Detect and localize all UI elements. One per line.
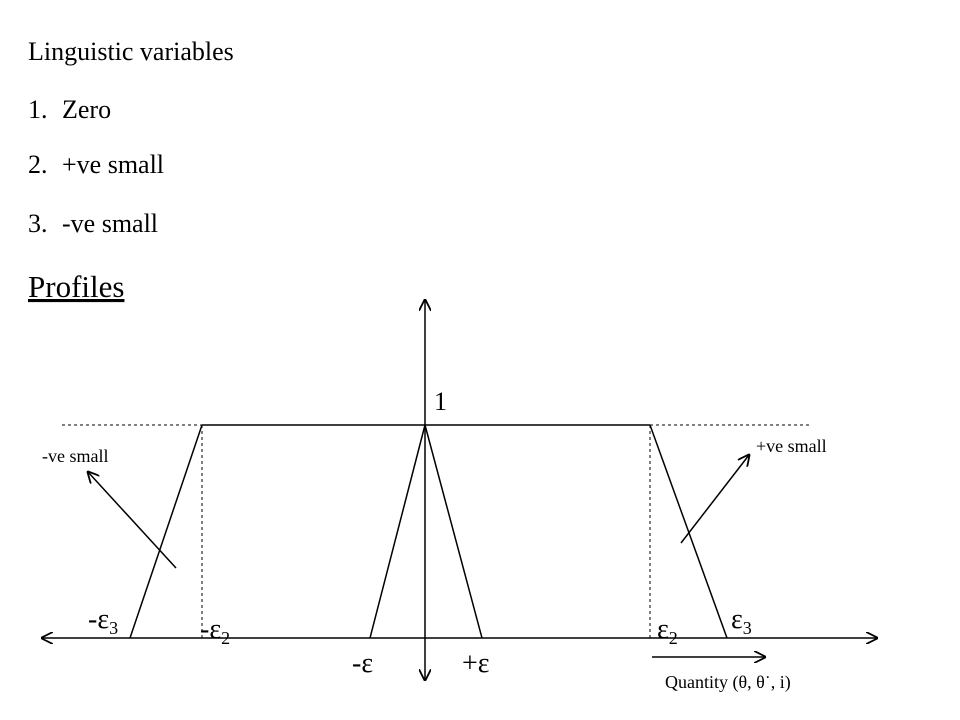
heading: Linguistic variables — [28, 37, 234, 66]
list-item: +ve small — [62, 150, 164, 179]
symbol: -ε — [88, 604, 109, 635]
profile-label: -ve small — [42, 446, 108, 466]
symbol: -ε — [200, 614, 221, 645]
right-slope — [649, 424, 728, 639]
left-slope — [129, 424, 203, 639]
list-item: Zero — [62, 95, 111, 124]
point-label: +ε — [462, 648, 490, 679]
symbol: ε — [657, 614, 669, 645]
list-number: 2. — [28, 150, 48, 179]
subscript: 2 — [669, 628, 678, 648]
point-label: -ε — [352, 648, 373, 679]
point-label: ε3 — [731, 604, 752, 638]
zero-profile — [369, 422, 483, 639]
point-label: -ε3 — [88, 604, 118, 638]
point-label: -ε2 — [200, 614, 230, 648]
point-label: ε2 — [657, 614, 678, 648]
list-number: 3. — [28, 209, 48, 238]
profile-label: +ve small — [756, 436, 827, 456]
list-number: 1. — [28, 95, 48, 124]
pointer-arrow — [680, 455, 749, 544]
symbol: ε — [731, 604, 743, 635]
subscript: 2 — [221, 628, 230, 648]
pointer-arrow — [88, 472, 177, 569]
subscript: 3 — [109, 618, 118, 638]
peak-label: 1 — [434, 387, 447, 416]
section-title: Profiles — [28, 269, 124, 304]
subscript: 3 — [743, 618, 752, 638]
axis-label: Quantity (θ, θ˙, i) — [665, 672, 791, 693]
list-item: -ve small — [62, 209, 158, 238]
